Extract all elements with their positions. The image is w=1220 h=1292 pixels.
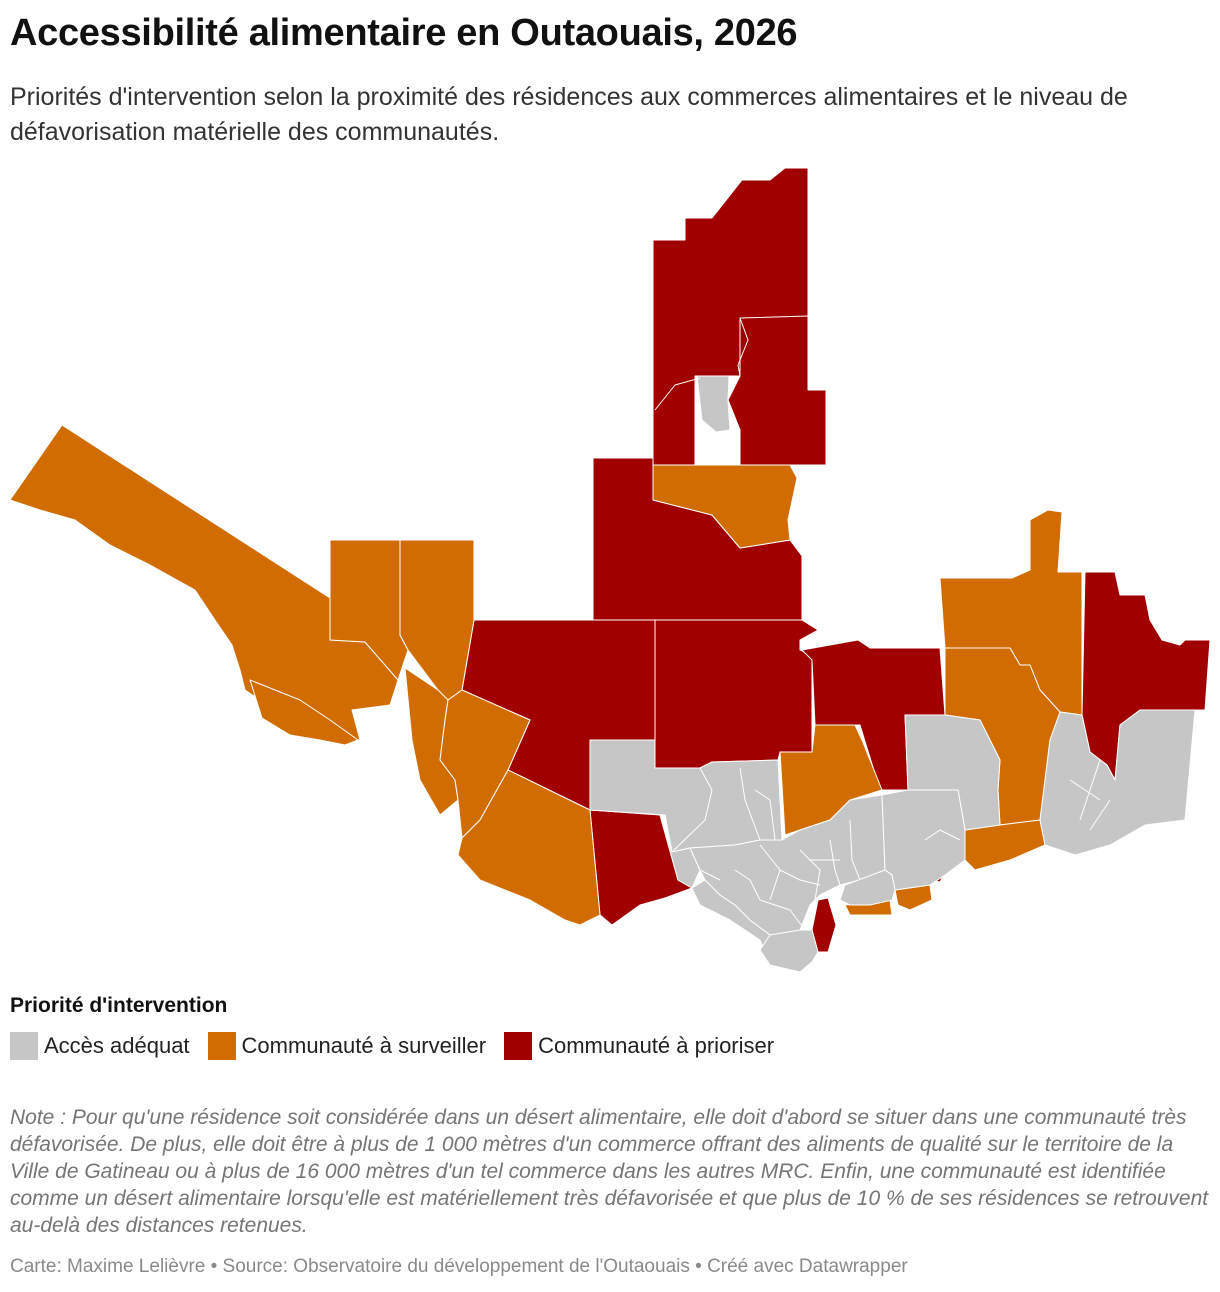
region-east-shore[interactable] (964, 819, 1046, 871)
outaouais-map (9, 167, 1211, 973)
legend-swatch-monitor (207, 1032, 236, 1060)
subdivision-border-14 (1079, 759, 1101, 821)
region-north-east[interactable] (727, 315, 827, 466)
region-gatineau-west[interactable] (759, 929, 819, 973)
legend-label-adequate: Accès adéquat (44, 1033, 190, 1058)
subdivision-border-5 (799, 849, 821, 901)
region-centre[interactable] (654, 619, 819, 769)
subdivision-border-8 (734, 869, 761, 901)
region-north-west[interactable] (652, 167, 809, 466)
subdivision-border-17 (737, 317, 749, 377)
legend-swatch-priority (504, 1032, 533, 1060)
legend-label-monitor: Communauté à surveiller (241, 1033, 487, 1058)
region-pontiac-south-west[interactable] (457, 769, 601, 926)
subdivision-border-18 (654, 377, 701, 411)
subdivision-border-16 (1089, 799, 1111, 831)
region-north-lake[interactable] (652, 464, 798, 549)
region-east-mid[interactable] (839, 869, 896, 906)
region-far-east-grey[interactable] (1039, 709, 1196, 856)
region-pontiac-west-shore[interactable] (249, 679, 359, 746)
methodology-note: Note : Pour qu'une résidence soit consid… (10, 1106, 1209, 1237)
map-title: Accessibilité alimentaire en Outaouais, … (10, 12, 798, 54)
legend-title: Priorité d'intervention (10, 994, 228, 1017)
legend-item-monitor: Communauté à surveiller (207, 1032, 487, 1060)
subdivision-border-10 (779, 869, 821, 886)
subdivision-border-1 (671, 767, 713, 853)
subdivision-border-6 (829, 839, 841, 886)
subdivision-border-2 (739, 767, 761, 841)
subdivision-border-12 (699, 869, 721, 881)
region-north-enclave[interactable] (696, 375, 731, 433)
subdivision-border-7 (849, 819, 861, 881)
subdivision-border-3 (754, 789, 776, 841)
subdivision-border-13 (924, 829, 961, 841)
subdivision-border-19 (727, 399, 741, 466)
legend-item-adequate: Accès adéquat (10, 1032, 190, 1060)
source-credit: Carte: Maxime Lelièvre • Source: Observa… (10, 1256, 908, 1277)
legend-item-priority: Communauté à prioriser (504, 1032, 774, 1060)
region-papineau-south[interactable] (881, 789, 966, 891)
legend-label-priority: Communauté à prioriser (538, 1033, 775, 1058)
subdivision-border-9 (759, 899, 806, 931)
legend-swatch-adequate (10, 1032, 38, 1060)
map-subtitle: Priorités d'intervention selon la proxim… (10, 83, 1128, 146)
subdivision-border-15 (1069, 779, 1101, 801)
legend: Accès adéquat Communauté à surveiller Co… (10, 1032, 792, 1060)
region-centre-south[interactable] (779, 724, 883, 836)
